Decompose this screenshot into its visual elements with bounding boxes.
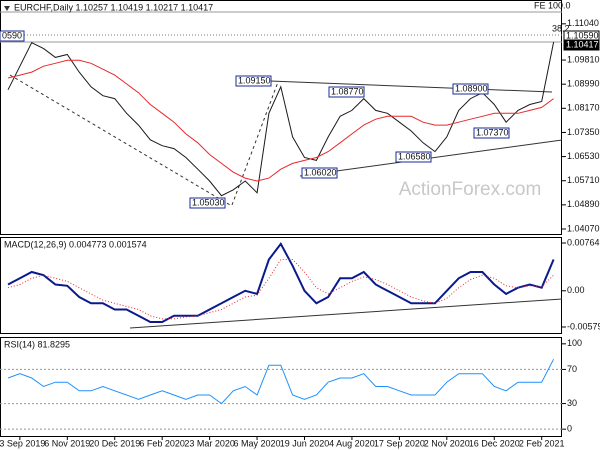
label-box <box>452 83 489 95</box>
series-line <box>7 59 554 182</box>
x-tick-label: 6 May 2020 <box>234 438 281 448</box>
y-tick-label: 1.05710 <box>567 175 600 185</box>
x-tick-label: 6 Nov 2019 <box>44 438 90 448</box>
y-tick-label: 100 <box>567 338 582 348</box>
label-box <box>395 151 432 163</box>
x-tick-label: 16 Dec 2020 <box>469 438 520 448</box>
price-label: 1.09150 <box>238 75 271 85</box>
price-panel <box>0 0 562 235</box>
price-label: 1.08900 <box>455 83 488 93</box>
y-tick-label: 1.04070 <box>567 223 600 233</box>
y-tick-label: -0.005797 <box>567 321 600 331</box>
y-tick-label: 70 <box>567 364 577 374</box>
rsi-panel <box>0 337 562 437</box>
y-tick-label: 1.09810 <box>567 54 600 64</box>
x-tick-label: 2 Nov 2020 <box>424 438 470 448</box>
price-label: FE 100.0 <box>534 0 571 10</box>
x-tick-label: 17 Sep 2020 <box>374 438 425 448</box>
trend-line <box>9 74 231 206</box>
y-tick-label: 1.08170 <box>567 103 600 113</box>
x-tick-label: 4 Aug 2020 <box>329 438 375 448</box>
chart-title: EURCHF,Daily 1.10257 1.10419 1.10217 1.1… <box>14 2 213 12</box>
menu-icon <box>4 6 10 11</box>
y-tick-label: 1.06530 <box>567 151 600 161</box>
label-box <box>563 39 600 51</box>
x-tick-label: 2 Feb 2021 <box>519 438 565 448</box>
y-tick-label: 1.11040 <box>567 18 599 28</box>
label-box <box>473 127 510 139</box>
macd-panel <box>0 237 562 334</box>
y-tick-label: 1.08990 <box>567 79 600 89</box>
label-box <box>235 75 272 87</box>
y-tick-label: 1.07350 <box>567 127 600 137</box>
y-tick-label: 0.00 <box>567 285 585 295</box>
macd-title: MACD(12,26,9) 0.004773 0.001574 <box>4 239 147 249</box>
label-box <box>0 30 25 42</box>
x-tick-label: 20 Dec 2019 <box>89 438 140 448</box>
price-label: 1.08770 <box>331 86 364 96</box>
series-line <box>7 358 555 405</box>
y-tick-label: 0 <box>567 424 572 434</box>
x-tick-label: 23 Sep 2019 <box>0 438 45 448</box>
price-label: 1.07370 <box>476 127 509 137</box>
price-label: 0590 <box>2 30 22 40</box>
series-line <box>7 242 555 323</box>
rsi-title: RSI(14) 81.8295 <box>4 339 70 349</box>
trend-line <box>231 81 279 206</box>
trend-line <box>129 298 563 329</box>
price-label: 1.10417 <box>566 39 599 49</box>
label-box <box>189 197 226 209</box>
price-label: 1.06580 <box>398 151 431 161</box>
price-label: 1.05030 <box>192 197 225 207</box>
price-label: 1.06020 <box>304 167 337 177</box>
y-tick-label: 1.04890 <box>567 199 600 209</box>
x-tick-label: 19 Jun 2020 <box>280 438 330 448</box>
trend-line <box>269 80 553 93</box>
price-label: 1.10590 <box>566 30 599 40</box>
x-tick-label: 23 Mar 2020 <box>184 438 235 448</box>
y-tick-label: 30 <box>567 398 577 408</box>
watermark: ActionForex.com <box>399 179 542 200</box>
label-box <box>301 167 338 179</box>
price-label: 38.2 <box>552 23 570 33</box>
x-tick-label: 6 Feb 2020 <box>139 438 185 448</box>
series-line <box>7 42 555 197</box>
y-tick-label: 0.007649 <box>567 237 600 247</box>
label-box <box>328 86 365 98</box>
